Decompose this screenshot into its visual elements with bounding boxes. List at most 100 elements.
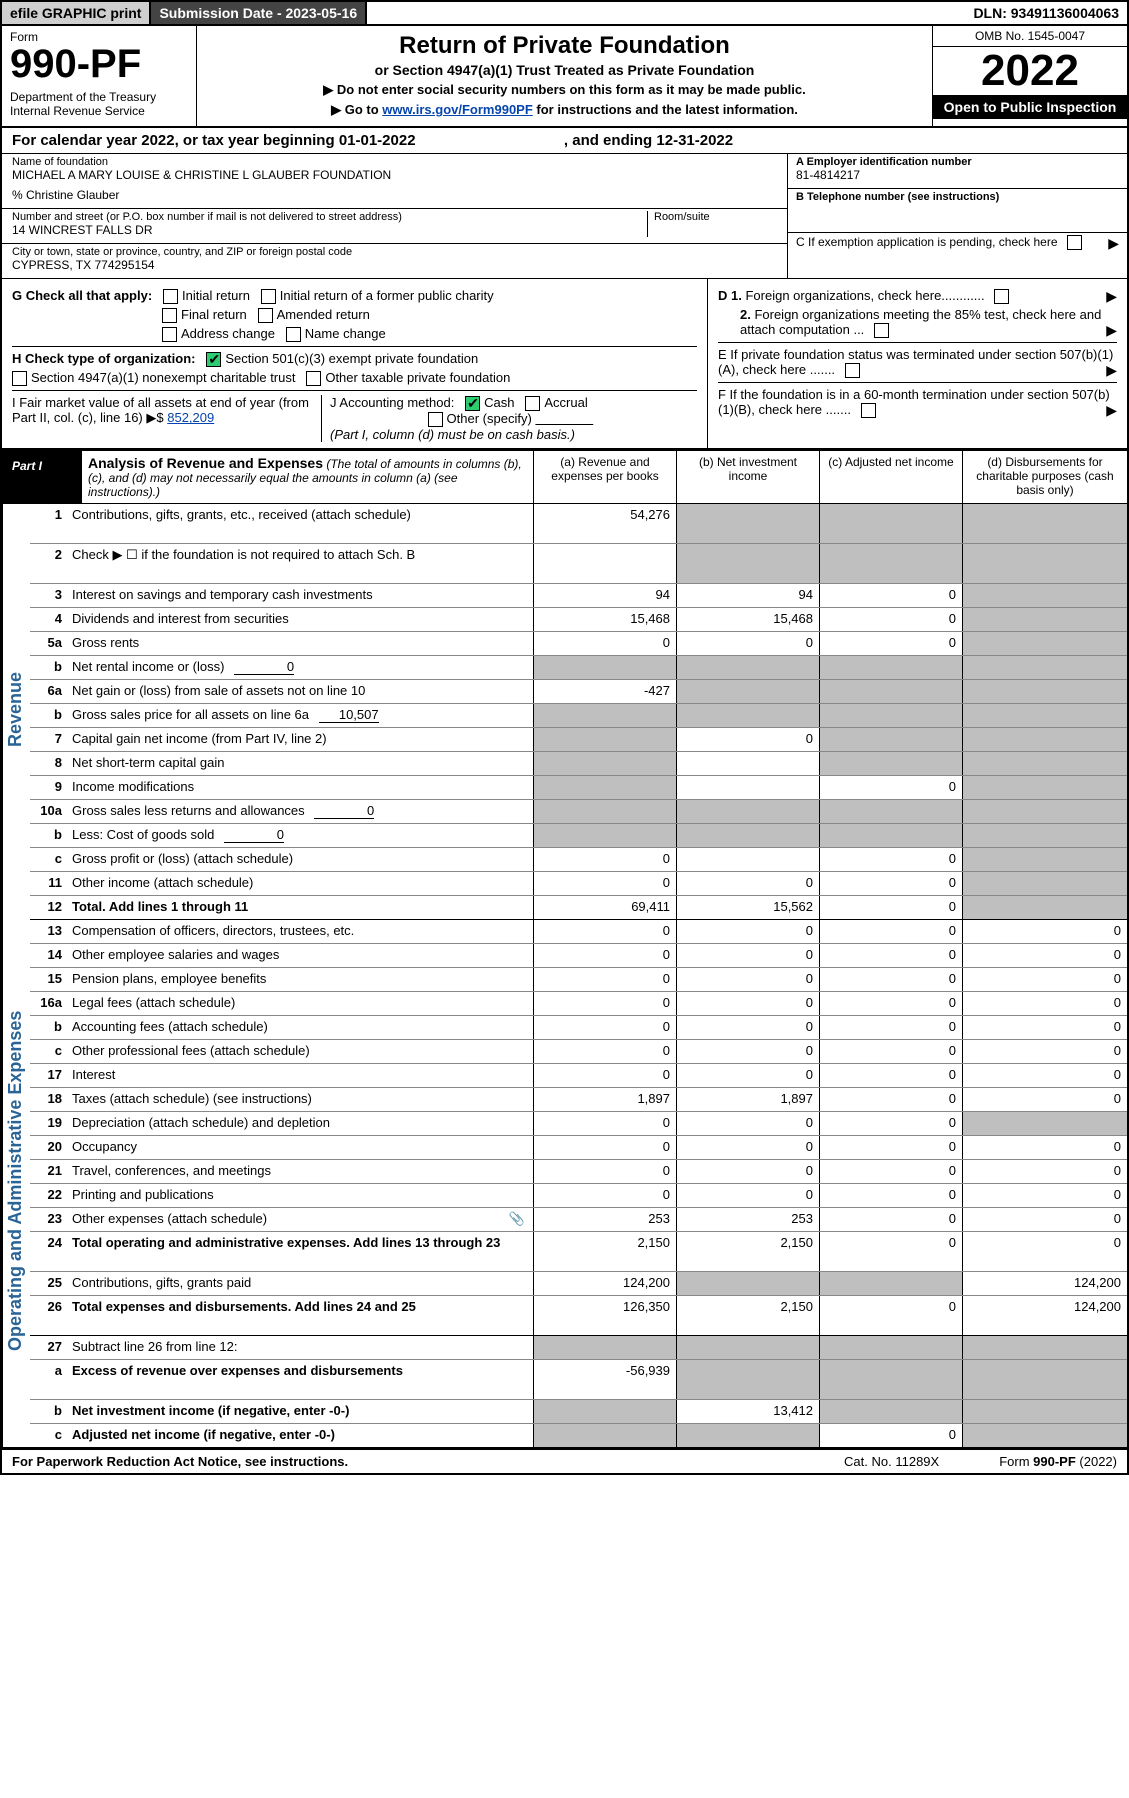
table-cell: 0 <box>819 920 962 943</box>
table-row: 23📎Other expenses (attach schedule)25325… <box>30 1208 1127 1232</box>
line-number: 2 <box>30 544 68 583</box>
table-cell: 0 <box>819 608 962 631</box>
checkbox-d1[interactable] <box>994 289 1009 304</box>
care-of: % Christine Glauber <box>12 188 777 202</box>
line-number: 14 <box>30 944 68 967</box>
checkbox-e[interactable] <box>845 363 860 378</box>
line-description: Gross profit or (loss) (attach schedule) <box>68 848 533 871</box>
table-cell: 0 <box>676 968 819 991</box>
table-cell: 2,150 <box>676 1296 819 1335</box>
line-number: 17 <box>30 1064 68 1087</box>
line-description: Printing and publications <box>68 1184 533 1207</box>
checkbox-initial-former[interactable] <box>261 289 276 304</box>
line-number: 11 <box>30 872 68 895</box>
line-description: Subtract line 26 from line 12: <box>68 1336 533 1359</box>
table-row: cAdjusted net income (if negative, enter… <box>30 1424 1127 1448</box>
table-cell <box>962 776 1127 799</box>
page-footer: For Paperwork Reduction Act Notice, see … <box>2 1448 1127 1473</box>
table-cell: 0 <box>533 920 676 943</box>
checkbox-other-tax[interactable] <box>306 371 321 386</box>
checkbox-accrual[interactable] <box>525 396 540 411</box>
table-cell: 69,411 <box>533 896 676 919</box>
table-cell: 0 <box>819 1136 962 1159</box>
checkbox-501c3[interactable] <box>206 352 221 367</box>
line-description: Net short-term capital gain <box>68 752 533 775</box>
table-cell <box>962 584 1127 607</box>
checkbox-f[interactable] <box>861 403 876 418</box>
table-row: 9Income modifications0 <box>30 776 1127 800</box>
table-cell: 0 <box>819 1160 962 1183</box>
table-cell: 0 <box>962 992 1127 1015</box>
table-cell: 0 <box>962 920 1127 943</box>
line-description: Other income (attach schedule) <box>68 872 533 895</box>
line-description: Interest on savings and temporary cash i… <box>68 584 533 607</box>
table-cell: 0 <box>676 1016 819 1039</box>
checkbox-other-acct[interactable] <box>428 412 443 427</box>
f-text: F If the foundation is in a 60-month ter… <box>718 387 1110 417</box>
table-cell <box>962 728 1127 751</box>
line-description: Total operating and administrative expen… <box>68 1232 533 1271</box>
c-label: C If exemption application is pending, c… <box>796 235 1058 249</box>
line-description: Contributions, gifts, grants paid <box>68 1272 533 1295</box>
line-number: 8 <box>30 752 68 775</box>
checkbox-4947[interactable] <box>12 371 27 386</box>
line-number: 19 <box>30 1112 68 1135</box>
checkbox-cash[interactable] <box>465 396 480 411</box>
i-value[interactable]: 852,209 <box>167 410 214 425</box>
table-cell <box>819 504 962 543</box>
line-description: Other professional fees (attach schedule… <box>68 1040 533 1063</box>
table-cell: 0 <box>819 1016 962 1039</box>
line-number: b <box>30 704 68 727</box>
table-cell <box>676 824 819 847</box>
checkbox-d2[interactable] <box>874 323 889 338</box>
ein-value: 81-4814217 <box>796 168 1119 182</box>
table-cell: 0 <box>676 992 819 1015</box>
omb-number: OMB No. 1545-0047 <box>933 26 1127 47</box>
table-cell: 0 <box>533 992 676 1015</box>
line-number: 4 <box>30 608 68 631</box>
h-opt-3: Other taxable private foundation <box>325 370 510 385</box>
checkbox-initial[interactable] <box>163 289 178 304</box>
g-row: G Check all that apply: Initial return I… <box>12 288 697 304</box>
checkbox-address[interactable] <box>162 327 177 342</box>
efile-print-button[interactable]: efile GRAPHIC print <box>2 2 151 24</box>
table-cell: 0 <box>962 968 1127 991</box>
table-cell <box>962 896 1127 919</box>
line-number: 27 <box>30 1336 68 1359</box>
table-cell: 124,200 <box>962 1272 1127 1295</box>
header-left: Form 990-PF Department of the Treasury I… <box>2 26 197 126</box>
table-cell <box>533 728 676 751</box>
table-cell <box>533 544 676 583</box>
line-description: Interest <box>68 1064 533 1087</box>
cal-mid: , and ending <box>564 132 657 149</box>
part-title-text: Analysis of Revenue and Expenses <box>88 455 323 471</box>
e-row: E If private foundation status was termi… <box>718 342 1117 378</box>
checkbox-final[interactable] <box>162 308 177 323</box>
col-d-header: (d) Disbursements for charitable purpose… <box>962 451 1127 503</box>
checkbox-namechg[interactable] <box>286 327 301 342</box>
h-opt-1: Section 501(c)(3) exempt private foundat… <box>225 351 478 366</box>
table-cell: 0 <box>533 848 676 871</box>
telephone-label: B Telephone number (see instructions) <box>796 191 1119 203</box>
tax-year: 2022 <box>933 47 1127 95</box>
table-cell: 0 <box>819 632 962 655</box>
table-row: 25Contributions, gifts, grants paid124,2… <box>30 1272 1127 1296</box>
line-description: Travel, conferences, and meetings <box>68 1160 533 1183</box>
table-cell: 2,150 <box>533 1232 676 1271</box>
irs-link[interactable]: www.irs.gov/Form990PF <box>382 102 533 117</box>
ein-label: A Employer identification number <box>796 156 1119 168</box>
table-cell <box>962 872 1127 895</box>
table-row: bAccounting fees (attach schedule)0000 <box>30 1016 1127 1040</box>
dln-number: DLN: 93491136004063 <box>965 2 1127 24</box>
checkbox-amended[interactable] <box>258 308 273 323</box>
table-body: 1Contributions, gifts, grants, etc., rec… <box>30 504 1127 1448</box>
street-row: Number and street (or P.O. box number if… <box>2 209 787 244</box>
table-cell: 0 <box>962 1232 1127 1271</box>
table-cell <box>533 824 676 847</box>
checkbox-c[interactable] <box>1067 235 1082 250</box>
footer-cat: Cat. No. 11289X <box>844 1454 939 1469</box>
table-cell: 0 <box>676 1160 819 1183</box>
table-cell: 0 <box>533 1040 676 1063</box>
table-cell: 0 <box>676 728 819 751</box>
inst2-pre: ▶ Go to <box>331 102 382 117</box>
